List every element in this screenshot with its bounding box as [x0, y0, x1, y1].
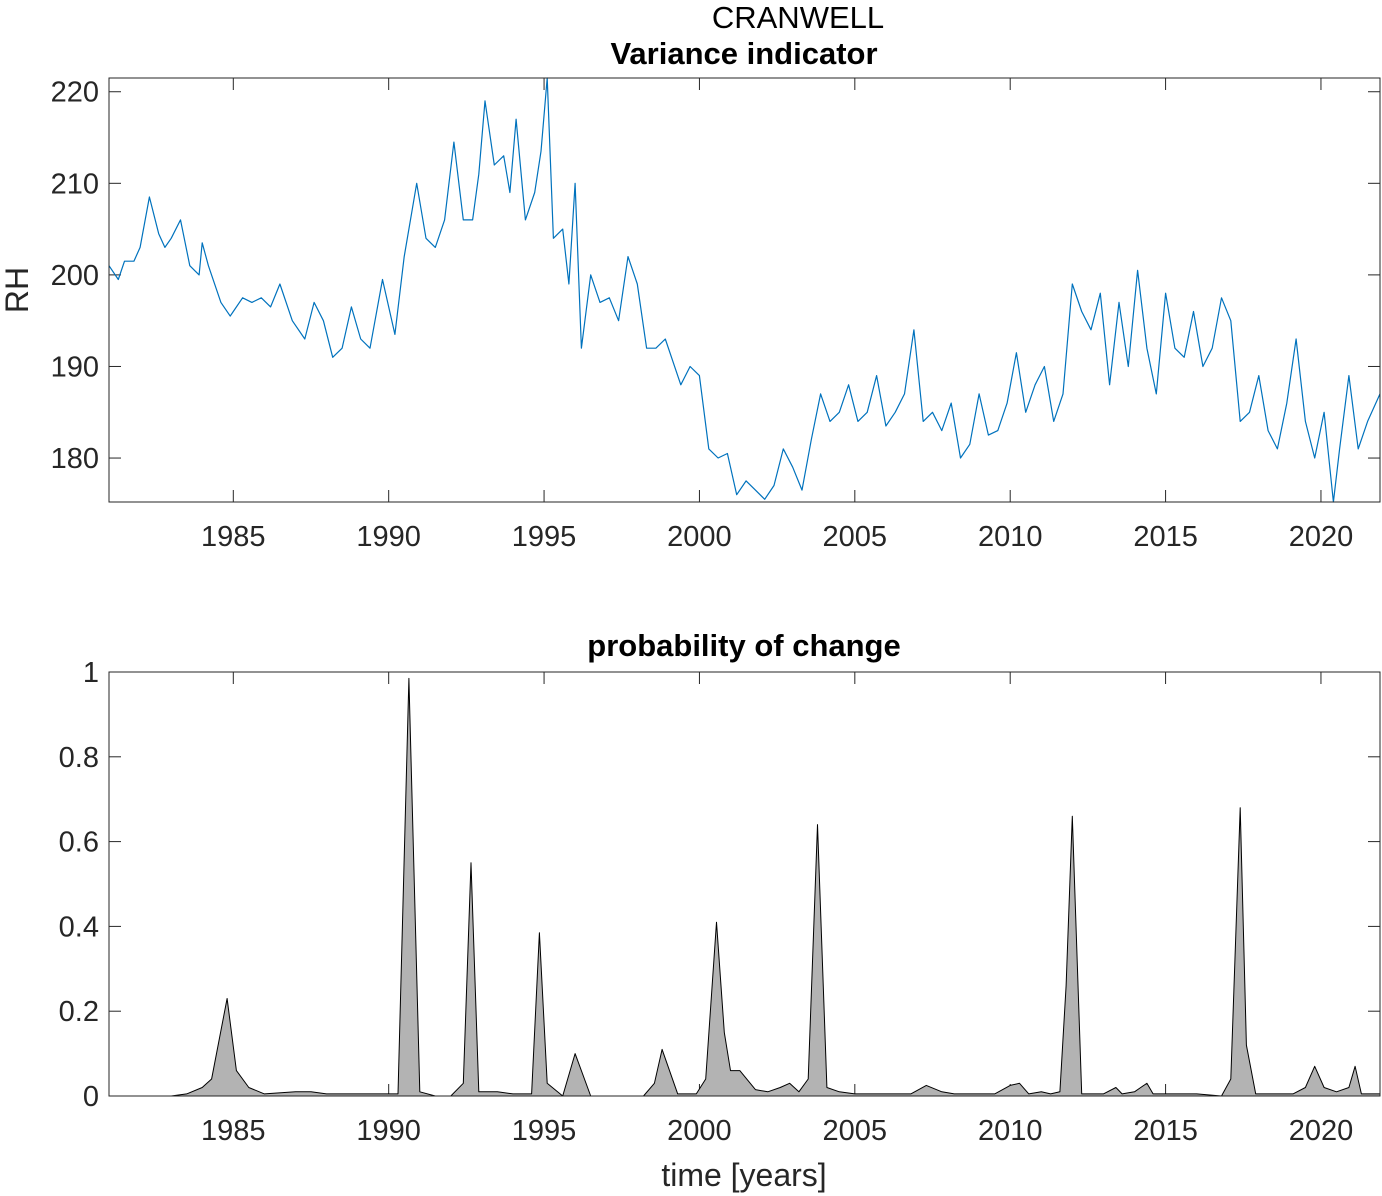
variance-y-tick-label: 200 — [51, 260, 99, 292]
variance-y-tick-label: 190 — [51, 351, 99, 383]
probability-y-tick-label: 0.8 — [59, 742, 99, 774]
probability-x-tick-label: 2000 — [667, 1115, 732, 1147]
probability-x-tick-label: 1985 — [201, 1115, 266, 1147]
variance-x-tick-label: 2010 — [978, 521, 1043, 553]
variance-x-tick-label: 1990 — [356, 521, 421, 553]
variance-x-tick-label: 2020 — [1289, 521, 1354, 553]
variance-x-tick-label: 1985 — [201, 521, 266, 553]
probability-x-tick-label: 2020 — [1289, 1115, 1354, 1147]
probability-x-tick-label: 2005 — [823, 1115, 888, 1147]
variance-y-tick-label: 220 — [51, 77, 99, 109]
probability-y-tick-label: 0 — [83, 1081, 99, 1113]
probability-x-axis-label: time [years] — [661, 1157, 826, 1193]
probability-x-tick-label: 1990 — [356, 1115, 421, 1147]
probability-plot-area — [109, 672, 1380, 1096]
variance-x-tick-label: 2015 — [1133, 521, 1198, 553]
variance-indicator-axes: Variance indicator RH 180 190 200 210 220 198… — [0, 36, 1381, 553]
variance-y-tick-label: 180 — [51, 443, 99, 475]
probability-x-tick-label: 1995 — [512, 1115, 577, 1147]
probability-y-tick-label: 1 — [83, 657, 99, 689]
variance-y-axis-label: RH — [0, 267, 35, 313]
probability-axes-box — [108, 671, 1381, 1097]
variance-series-line — [108, 77, 1381, 503]
variance-x-tick-label: 2000 — [667, 521, 732, 553]
variance-chart-title: Variance indicator — [610, 36, 877, 71]
variance-plot-area — [109, 78, 1380, 502]
probability-y-tick-label: 0.4 — [59, 911, 99, 943]
figure-suptitle: CRANWELL — [712, 0, 884, 35]
probability-series-area — [108, 677, 1381, 1097]
variance-x-tick-label: 2005 — [823, 521, 888, 553]
variance-y-tick-label: 210 — [51, 168, 99, 200]
variance-axes-box — [108, 77, 1381, 503]
probability-x-tick-label: 2015 — [1133, 1115, 1198, 1147]
probability-x-tick-label: 2010 — [978, 1115, 1043, 1147]
probability-axes: probability of change time [years] 0 0.2 0… — [59, 628, 1381, 1193]
probability-chart-title: probability of change — [587, 628, 900, 663]
probability-y-tick-label: 0.6 — [59, 827, 99, 859]
variance-x-tick-label: 1995 — [512, 521, 577, 553]
probability-y-tick-label: 0.2 — [59, 996, 99, 1028]
